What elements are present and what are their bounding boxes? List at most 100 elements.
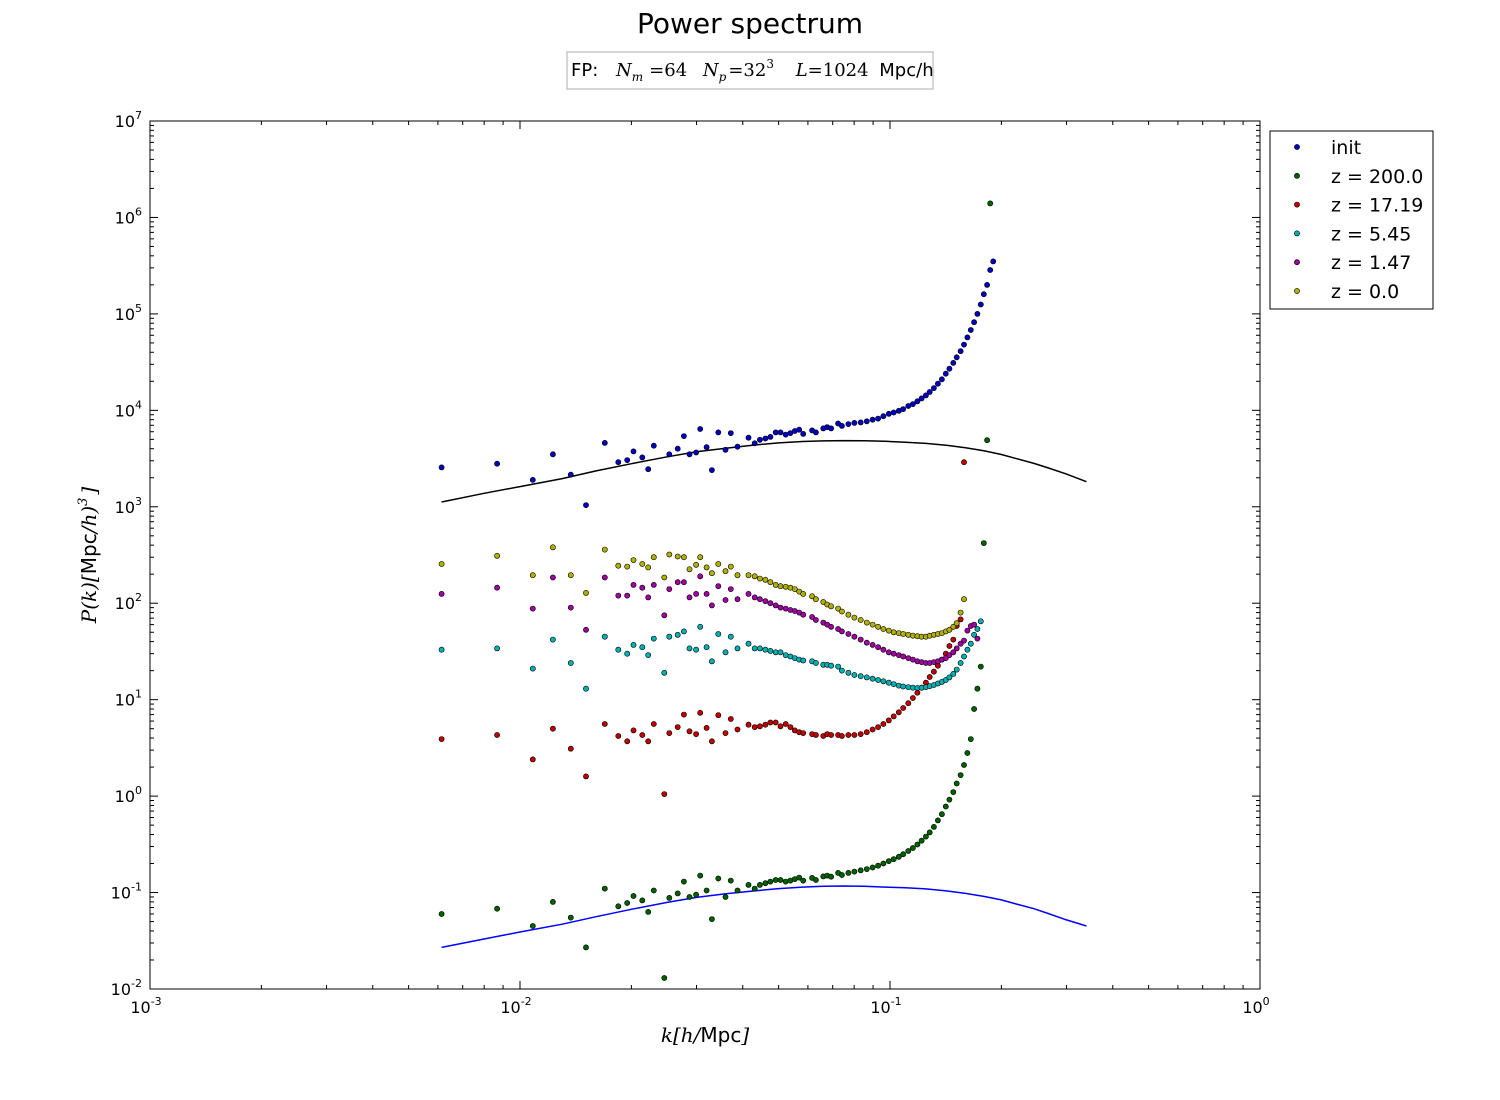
data-point bbox=[583, 685, 589, 692]
data-point bbox=[828, 425, 834, 432]
data-point bbox=[813, 617, 819, 623]
data-point bbox=[926, 674, 933, 680]
theory-curves bbox=[441, 439, 1087, 949]
data-point bbox=[674, 579, 681, 586]
data-point bbox=[851, 732, 858, 738]
data-point bbox=[601, 546, 608, 553]
data-point bbox=[880, 678, 887, 685]
data-point bbox=[709, 570, 715, 577]
data-point bbox=[715, 712, 722, 719]
data-point bbox=[971, 631, 977, 638]
x-axis-label: k[h/Mpc] bbox=[661, 1023, 750, 1047]
y-tick-label: 101 bbox=[115, 688, 142, 710]
data-point bbox=[990, 258, 997, 265]
data-point bbox=[957, 609, 964, 616]
data-point bbox=[961, 341, 967, 348]
data-point bbox=[964, 627, 971, 634]
data-point bbox=[857, 617, 864, 623]
y-tick-label: 107 bbox=[115, 109, 142, 131]
data-point bbox=[857, 419, 864, 426]
data-point bbox=[800, 877, 807, 884]
data-point bbox=[942, 370, 949, 377]
x-tick-label: 10-3 bbox=[130, 995, 161, 1017]
data-point bbox=[813, 660, 819, 666]
data-point bbox=[957, 660, 964, 666]
data-point bbox=[615, 733, 622, 739]
data-point bbox=[777, 604, 784, 611]
data-point bbox=[984, 437, 990, 444]
data-point bbox=[745, 882, 752, 888]
data-point bbox=[869, 726, 876, 733]
data-point bbox=[727, 430, 734, 436]
data-point bbox=[777, 649, 784, 656]
data-point bbox=[791, 586, 798, 592]
data-point bbox=[910, 695, 916, 701]
data-point bbox=[828, 603, 834, 610]
data-point bbox=[977, 301, 984, 308]
data-point bbox=[697, 709, 704, 716]
data-point bbox=[845, 421, 852, 427]
data-point bbox=[757, 882, 763, 888]
data-point bbox=[745, 721, 752, 728]
data-point bbox=[950, 671, 957, 677]
data-point bbox=[650, 887, 657, 894]
series-1 bbox=[438, 200, 994, 981]
data-point bbox=[974, 310, 981, 317]
data-point bbox=[697, 426, 704, 432]
data-point bbox=[751, 724, 758, 730]
data-point bbox=[957, 348, 964, 355]
legend-label: init bbox=[1331, 137, 1361, 159]
data-point bbox=[953, 620, 960, 627]
subtitle-nm-sub: m bbox=[632, 70, 643, 84]
data-point bbox=[567, 572, 574, 579]
theory-curve-0 bbox=[441, 439, 1087, 503]
data-point bbox=[772, 582, 779, 588]
data-point bbox=[686, 451, 693, 458]
data-point bbox=[615, 592, 622, 599]
data-point bbox=[601, 633, 608, 640]
data-point bbox=[950, 649, 957, 656]
data-point bbox=[697, 872, 704, 879]
data-point bbox=[650, 582, 657, 588]
data-point bbox=[926, 829, 933, 836]
data-point bbox=[624, 738, 631, 745]
data-point bbox=[900, 631, 907, 637]
data-point bbox=[438, 646, 445, 653]
data-point bbox=[639, 561, 646, 567]
data-point bbox=[762, 646, 769, 653]
series-4 bbox=[438, 573, 981, 666]
data-point bbox=[734, 443, 741, 450]
data-point bbox=[839, 667, 845, 674]
data-point bbox=[722, 730, 729, 736]
data-point bbox=[438, 561, 445, 567]
data-point bbox=[615, 459, 622, 466]
subtitle-nm-value: =64 bbox=[649, 60, 687, 81]
legend-marker bbox=[1294, 230, 1300, 237]
x-tick-label: 100 bbox=[1242, 995, 1269, 1017]
x-tick-label: 10-1 bbox=[870, 995, 901, 1017]
data-point bbox=[674, 724, 681, 730]
data-point bbox=[800, 611, 807, 618]
data-point bbox=[910, 401, 916, 407]
data-point bbox=[964, 750, 971, 756]
data-point bbox=[703, 725, 710, 731]
data-point bbox=[666, 730, 673, 736]
data-point bbox=[751, 440, 758, 447]
data-point bbox=[875, 862, 881, 869]
data-point bbox=[693, 561, 699, 568]
data-point bbox=[839, 872, 845, 878]
data-point bbox=[639, 897, 646, 904]
data-point bbox=[950, 789, 957, 795]
subtitle-np-exp: 3 bbox=[766, 57, 774, 71]
data-point bbox=[693, 591, 699, 597]
data-point bbox=[709, 602, 715, 609]
data-point bbox=[630, 582, 637, 588]
data-point bbox=[946, 626, 953, 633]
data-point bbox=[624, 650, 631, 657]
data-point bbox=[709, 467, 715, 473]
data-point bbox=[863, 418, 870, 425]
data-point bbox=[935, 380, 941, 387]
data-point bbox=[890, 650, 897, 657]
data-point bbox=[494, 732, 500, 738]
data-point bbox=[813, 732, 819, 738]
